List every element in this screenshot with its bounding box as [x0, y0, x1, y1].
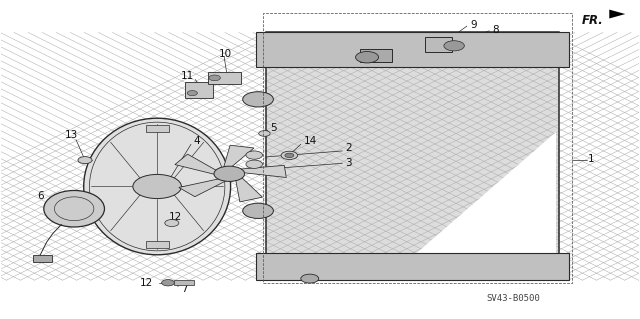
Bar: [256, 33, 569, 67]
Text: 13: 13: [65, 130, 78, 140]
Bar: [184, 82, 213, 98]
Circle shape: [243, 92, 273, 107]
Text: 11: 11: [180, 71, 194, 81]
Circle shape: [259, 130, 270, 136]
Polygon shape: [179, 178, 227, 197]
Bar: [360, 49, 392, 62]
Text: 14: 14: [303, 136, 317, 146]
Bar: [33, 256, 52, 262]
Bar: [426, 37, 452, 52]
Text: 6: 6: [38, 191, 44, 201]
Text: 8: 8: [492, 25, 499, 35]
Ellipse shape: [84, 118, 230, 255]
Ellipse shape: [44, 190, 104, 227]
Circle shape: [243, 203, 273, 219]
Bar: [174, 279, 193, 285]
Text: 5: 5: [270, 123, 277, 133]
Polygon shape: [389, 131, 556, 277]
Circle shape: [162, 279, 174, 286]
Bar: [266, 33, 559, 280]
Text: 3: 3: [346, 158, 352, 168]
Bar: [208, 72, 241, 84]
Circle shape: [301, 274, 319, 283]
Circle shape: [187, 91, 197, 96]
Bar: [256, 253, 569, 280]
Polygon shape: [609, 10, 625, 19]
Text: 12: 12: [140, 278, 153, 288]
Bar: [146, 125, 169, 132]
Circle shape: [214, 166, 244, 182]
Circle shape: [209, 75, 220, 81]
Text: 10: 10: [219, 49, 232, 59]
Polygon shape: [175, 154, 219, 174]
Bar: [146, 241, 169, 249]
Circle shape: [78, 157, 92, 164]
Bar: [266, 33, 559, 280]
Text: 4: 4: [193, 136, 200, 146]
Circle shape: [165, 219, 179, 226]
Polygon shape: [223, 145, 254, 168]
Polygon shape: [236, 177, 262, 202]
Text: 1: 1: [588, 154, 595, 165]
Text: 7: 7: [180, 284, 188, 294]
Circle shape: [281, 151, 298, 160]
Polygon shape: [240, 165, 286, 177]
Text: FR.: FR.: [582, 14, 604, 27]
Text: 2: 2: [346, 143, 352, 153]
Text: 12: 12: [170, 212, 182, 222]
Circle shape: [444, 41, 465, 51]
Text: 9: 9: [470, 19, 477, 30]
Text: SV43-B0500: SV43-B0500: [486, 294, 540, 303]
Circle shape: [246, 160, 262, 168]
Circle shape: [285, 153, 294, 158]
Circle shape: [356, 51, 379, 63]
Circle shape: [133, 174, 181, 198]
Circle shape: [246, 151, 262, 159]
